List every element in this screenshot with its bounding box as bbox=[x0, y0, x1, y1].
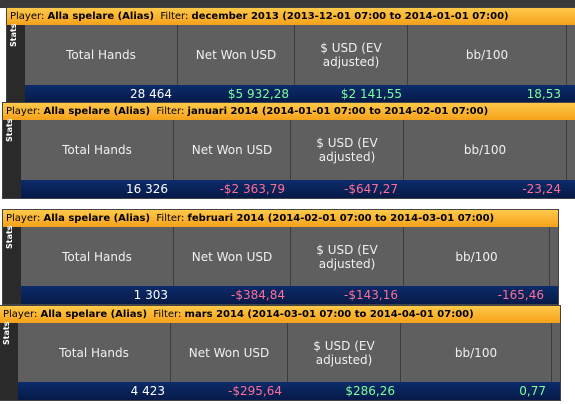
filter-header: Player: Alla spelare (Alias) Filter: dec… bbox=[7, 8, 575, 25]
panel: Player: Alla spelare (Alias) Filter: jan… bbox=[3, 103, 575, 198]
filter-value: februari 2014 (2014-02-01 07:00 to 2014-… bbox=[187, 213, 495, 224]
column-header: Total Hands bbox=[18, 323, 171, 382]
value-cell: -$295,64 bbox=[228, 384, 282, 398]
column-header: bb/100 bbox=[401, 323, 552, 382]
background-strip bbox=[0, 0, 575, 8]
value-cell: 1 303 bbox=[133, 288, 168, 302]
column-header: Total Hands bbox=[25, 25, 178, 85]
column-header: bb/100 bbox=[404, 120, 567, 180]
filter-header: Player: Alla spelare (Alias) Filter: feb… bbox=[3, 210, 558, 227]
panel: Player: Alla spelare (Alias) Filter: feb… bbox=[3, 210, 558, 304]
player-name: Alla spelare (Alias) bbox=[43, 213, 151, 224]
panel: Player: Alla spelare (Alias) Filter: mar… bbox=[0, 306, 560, 400]
value-cell: -$384,84 bbox=[231, 288, 285, 302]
value-cell: -$2 363,79 bbox=[219, 182, 285, 196]
column-header: $ USD (EV adjusted) bbox=[295, 25, 408, 85]
column-header: Total Hands bbox=[21, 120, 174, 180]
filter-value: mars 2014 (2014-03-01 07:00 to 2014-04-0… bbox=[184, 309, 474, 320]
stats-label: Stats bbox=[5, 118, 14, 142]
value-cell: -$647,27 bbox=[344, 182, 398, 196]
column-header: $ USD (EV adjusted) bbox=[291, 227, 404, 286]
column-header: Total Hands bbox=[21, 227, 174, 286]
values-row: 1 303 -$384,84 -$143,16 -165,46 bbox=[21, 286, 558, 304]
player-label: Player: bbox=[3, 309, 38, 320]
player-name: Alla spelare (Alias) bbox=[47, 11, 155, 22]
values-row: 4 423 -$295,64 $286,26 0,77 bbox=[18, 382, 560, 400]
column-header: $ USD (EV adjusted) bbox=[291, 120, 404, 180]
stats-label: Stats bbox=[2, 321, 11, 345]
stats-tab: Stats bbox=[7, 23, 25, 103]
value-cell: $286,26 bbox=[345, 384, 395, 398]
filter-label: Filter: bbox=[160, 11, 189, 22]
player-label: Player: bbox=[6, 106, 41, 117]
stats-tab: Stats bbox=[3, 225, 21, 304]
column-header: Net Won USD bbox=[174, 120, 291, 180]
values-row: 28 464 $5 932,28 $2 141,55 18,53 bbox=[25, 85, 575, 103]
player-name: Alla spelare (Alias) bbox=[43, 106, 151, 117]
column-header: Net Won USD bbox=[174, 227, 291, 286]
column-header: Net Won USD bbox=[178, 25, 295, 85]
stats-tab: Stats bbox=[0, 321, 18, 400]
filter-value: december 2013 (2013-12-01 07:00 to 2014-… bbox=[191, 11, 509, 22]
value-cell: $5 932,28 bbox=[227, 87, 289, 101]
value-cell: -$143,16 bbox=[344, 288, 398, 302]
value-cell: 18,53 bbox=[526, 87, 561, 101]
panel: Player: Alla spelare (Alias) Filter: dec… bbox=[7, 8, 575, 103]
player-label: Player: bbox=[10, 11, 45, 22]
column-header: $ USD (EV adjusted) bbox=[288, 323, 401, 382]
stats-label: Stats bbox=[5, 225, 14, 249]
stats-tab: Stats bbox=[3, 118, 21, 198]
filter-label: Filter: bbox=[156, 213, 185, 224]
filter-label: Filter: bbox=[156, 106, 185, 117]
filter-header: Player: Alla spelare (Alias) Filter: jan… bbox=[3, 103, 575, 120]
value-cell: $2 141,55 bbox=[340, 87, 402, 101]
player-name: Alla spelare (Alias) bbox=[40, 309, 148, 320]
column-header: Net Won USD bbox=[171, 323, 288, 382]
player-label: Player: bbox=[6, 213, 41, 224]
stats-label: Stats bbox=[9, 23, 18, 47]
column-header: bb/100 bbox=[408, 25, 567, 85]
value-cell: -165,46 bbox=[497, 288, 544, 302]
value-cell: 28 464 bbox=[130, 87, 172, 101]
values-row: 16 326 -$2 363,79 -$647,27 -23,24 bbox=[21, 180, 575, 198]
filter-label: Filter: bbox=[153, 309, 182, 320]
value-cell: 16 326 bbox=[126, 182, 168, 196]
filter-value: januari 2014 (2014-01-01 07:00 to 2014-0… bbox=[187, 106, 489, 117]
value-cell: -23,24 bbox=[522, 182, 561, 196]
filter-header: Player: Alla spelare (Alias) Filter: mar… bbox=[0, 306, 560, 323]
value-cell: 4 423 bbox=[130, 384, 165, 398]
column-header: bb/100 bbox=[404, 227, 550, 286]
value-cell: 0,77 bbox=[519, 384, 546, 398]
